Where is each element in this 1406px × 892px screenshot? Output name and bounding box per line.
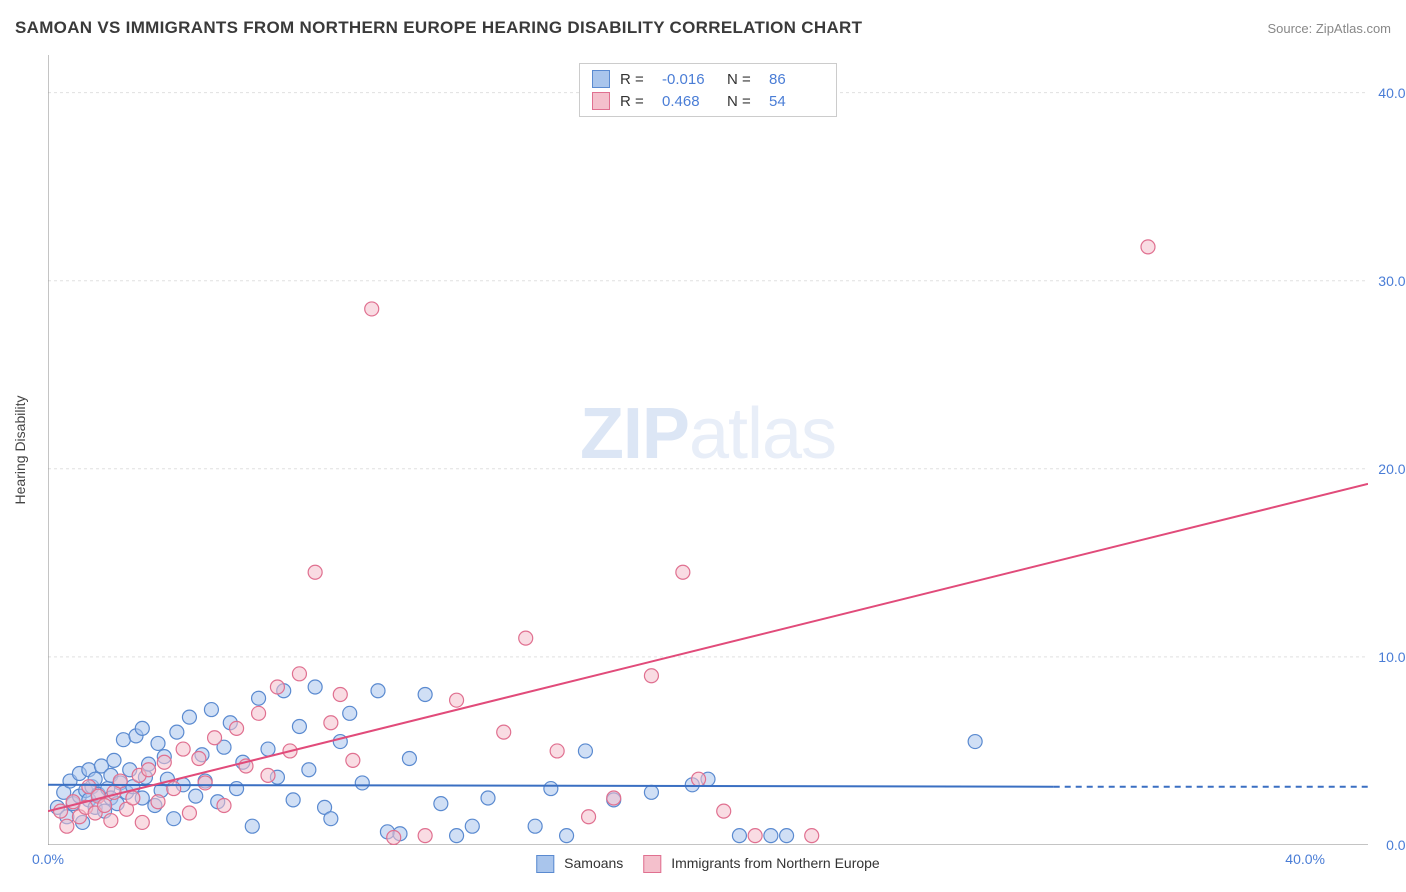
r-value-series1: -0.016 bbox=[662, 71, 717, 88]
chart-title: SAMOAN VS IMMIGRANTS FROM NORTHERN EUROP… bbox=[15, 18, 862, 38]
y-tick-label: 0.0% bbox=[1386, 837, 1406, 853]
legend-item-series1: Samoans bbox=[536, 855, 623, 873]
y-axis-label: Hearing Disability bbox=[12, 396, 28, 505]
r-value-series2: 0.468 bbox=[662, 93, 717, 110]
legend-swatch-series1 bbox=[536, 855, 554, 873]
legend-swatch-series2 bbox=[643, 855, 661, 873]
y-tick-label: 30.0% bbox=[1378, 273, 1406, 289]
legend-swatch-series1 bbox=[592, 70, 610, 88]
n-label: N = bbox=[727, 71, 759, 88]
y-tick-label: 20.0% bbox=[1378, 461, 1406, 477]
source-attribution: Source: ZipAtlas.com bbox=[1267, 21, 1391, 36]
n-value-series1: 86 bbox=[769, 71, 824, 88]
legend-item-series2: Immigrants from Northern Europe bbox=[643, 855, 879, 873]
y-tick-label: 40.0% bbox=[1378, 85, 1406, 101]
r-label: R = bbox=[620, 71, 652, 88]
bottom-legend: Samoans Immigrants from Northern Europe bbox=[536, 855, 879, 873]
x-tick-label: 40.0% bbox=[1285, 851, 1325, 867]
n-label: N = bbox=[727, 93, 759, 110]
legend-label-series2: Immigrants from Northern Europe bbox=[671, 855, 880, 871]
r-label: R = bbox=[620, 93, 652, 110]
legend-swatch-series2 bbox=[592, 92, 610, 110]
stats-legend: R = -0.016 N = 86 R = 0.468 N = 54 bbox=[579, 63, 837, 117]
stats-row-series2: R = 0.468 N = 54 bbox=[580, 90, 836, 112]
header-bar: SAMOAN VS IMMIGRANTS FROM NORTHERN EUROP… bbox=[15, 18, 1391, 38]
stats-row-series1: R = -0.016 N = 86 bbox=[580, 68, 836, 90]
x-tick-label: 0.0% bbox=[32, 851, 64, 867]
legend-label-series1: Samoans bbox=[564, 855, 623, 871]
scatter-plot bbox=[48, 55, 1368, 845]
chart-container: Hearing Disability ZIPatlas R = -0.016 N… bbox=[48, 55, 1368, 845]
y-tick-label: 10.0% bbox=[1378, 649, 1406, 665]
n-value-series2: 54 bbox=[769, 93, 824, 110]
